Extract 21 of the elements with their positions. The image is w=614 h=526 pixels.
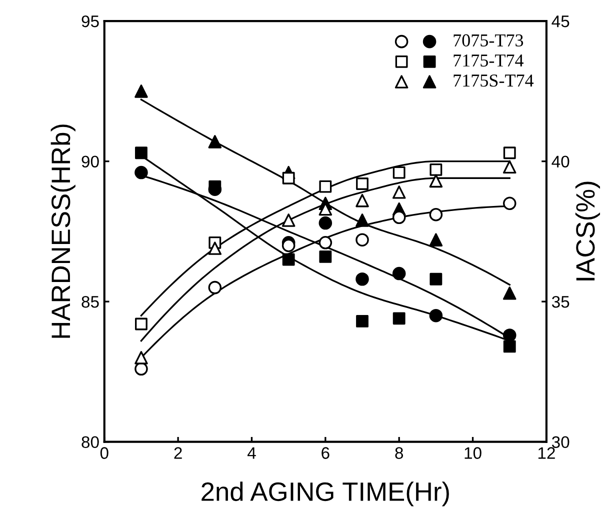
y2-tick-label: 30 (552, 436, 570, 448)
legend-label: 7075-T73 (454, 34, 524, 46)
y-tick-label: 90 (82, 156, 99, 168)
y2-axis-title: IACS(%) (575, 182, 600, 280)
y-tick-label: 80 (82, 436, 99, 448)
x-axis-title: 2nd AGING TIME(Hr) (202, 482, 449, 506)
x-tick-label: 8 (395, 447, 404, 459)
y-axis-title: HARDNESS(HRb) (50, 124, 76, 338)
y-tick-label: 95 (82, 15, 99, 28)
x-tick-label: 4 (247, 447, 256, 459)
x-tick-label: 2 (174, 447, 182, 459)
x-tick-label: 12 (538, 447, 555, 459)
y-tick-label: 85 (82, 296, 99, 308)
y2-tick-label: 35 (552, 296, 570, 308)
y2-tick-label: 40 (552, 156, 570, 168)
x-tick-label: 0 (100, 447, 108, 459)
legend-label: 7175-T74 (454, 54, 524, 67)
y2-tick-label: 45 (552, 16, 570, 28)
x-tick-label: 10 (464, 447, 482, 459)
x-tick-label: 6 (322, 447, 330, 459)
legend-label: 7175S-T74 (454, 74, 534, 87)
